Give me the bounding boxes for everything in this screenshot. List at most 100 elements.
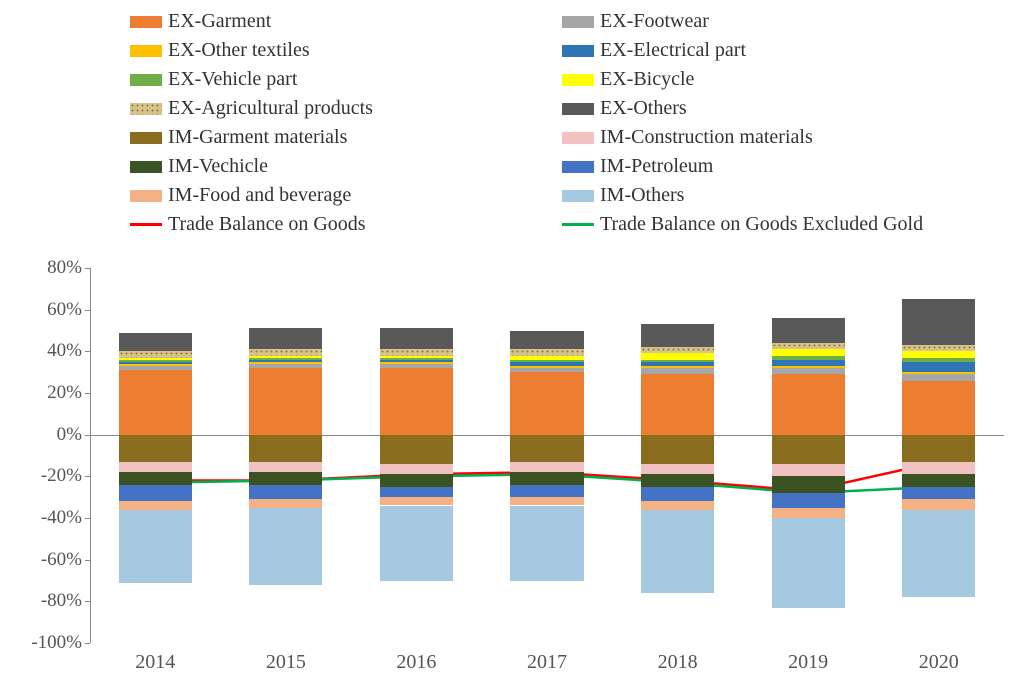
bar-segment [772, 518, 845, 608]
bar-segment [380, 506, 453, 581]
bar-segment [641, 362, 714, 366]
bar-segment [510, 435, 583, 462]
bar-segment [641, 368, 714, 374]
bar-segment [249, 368, 322, 435]
bar-segment [772, 356, 845, 360]
bar-segment [772, 476, 845, 493]
bar-segment [902, 372, 975, 374]
bar-segment [119, 501, 192, 509]
bar-segment [119, 360, 192, 362]
legend-item: EX-Electrical part [562, 39, 974, 62]
bar-segment [119, 462, 192, 472]
bar-segment [510, 472, 583, 485]
bar-segment [119, 351, 192, 357]
x-tick-label: 2019 [743, 651, 874, 674]
legend-swatch [562, 45, 594, 57]
legend-label: EX-Garment [168, 10, 271, 33]
bar-segment [510, 485, 583, 498]
bar-segment [772, 374, 845, 434]
legend-swatch [130, 223, 162, 226]
bar-segment [510, 360, 583, 362]
bar-segment [641, 510, 714, 593]
bar-segment [772, 349, 845, 355]
legend-label: EX-Others [600, 97, 687, 120]
bar-segment [641, 360, 714, 362]
bar-segment [772, 508, 845, 518]
bar-segment [119, 472, 192, 485]
legend-item: EX-Footwear [562, 10, 974, 33]
y-tick-label: -100% [31, 632, 82, 654]
y-tick-mark [85, 643, 90, 644]
bar-segment [772, 464, 845, 477]
bar-segment [119, 358, 192, 360]
bar-segment [249, 360, 322, 362]
legend-item: EX-Vehicle part [130, 68, 542, 91]
bar-segment [380, 497, 453, 505]
bar-segment [641, 366, 714, 368]
y-tick-mark [85, 310, 90, 311]
y-tick-label: -80% [41, 590, 82, 612]
bar-segment [380, 356, 453, 358]
bar-segment [119, 510, 192, 583]
bar-segment [902, 299, 975, 345]
y-tick-mark [85, 476, 90, 477]
bar-segment [510, 349, 583, 355]
x-tick-label: 2016 [351, 651, 482, 674]
bar-segment [510, 356, 583, 360]
bar-segment [902, 345, 975, 351]
legend-swatch [130, 161, 162, 173]
bar-segment [249, 508, 322, 585]
bar-segment [119, 435, 192, 462]
bar-segment [772, 368, 845, 374]
x-tick-label: 2018 [612, 651, 743, 674]
bar-segment [119, 362, 192, 364]
bar-segment [380, 362, 453, 364]
y-tick-label: 0% [57, 424, 82, 446]
bar-segment [902, 487, 975, 500]
bar-segment [249, 349, 322, 355]
legend-swatch [562, 132, 594, 144]
y-tick-label: 20% [47, 382, 82, 404]
legend-label: EX-Vehicle part [168, 68, 297, 91]
bar-segment [772, 435, 845, 464]
legend-item: EX-Agricultural products [130, 97, 542, 120]
y-tick-label: -60% [41, 549, 82, 571]
bar-segment [380, 358, 453, 360]
legend-item: EX-Other textiles [130, 39, 542, 62]
bar-segment [380, 474, 453, 487]
bar-segment [641, 435, 714, 464]
bar-segment [249, 364, 322, 368]
bar-segment [380, 328, 453, 349]
bar-segment [119, 366, 192, 370]
bar-segment [380, 364, 453, 368]
trade-balance-chart: EX-Garment EX-Footwear EX-Other textiles EX… [10, 10, 1014, 679]
legend-swatch [130, 132, 162, 144]
legend-item: Trade Balance on Goods [130, 213, 542, 236]
legend-item: IM-Petroleum [562, 155, 974, 178]
bar-segment [510, 366, 583, 368]
bar-segment [249, 472, 322, 485]
bar-segment [902, 362, 975, 372]
y-tick-label: 60% [47, 299, 82, 321]
legend-swatch [562, 103, 594, 115]
bar-segment [641, 347, 714, 353]
legend: EX-Garment EX-Footwear EX-Other textiles EX… [10, 10, 1014, 236]
bar-segment [641, 501, 714, 509]
y-axis-line [90, 268, 91, 643]
legend-swatch [130, 16, 162, 28]
legend-swatch [130, 45, 162, 57]
bar-segment [510, 368, 583, 372]
bar-segment [380, 435, 453, 464]
legend-label: IM-Others [600, 184, 684, 207]
legend-item: EX-Others [562, 97, 974, 120]
bar-segment [510, 506, 583, 581]
bar-segment [902, 474, 975, 487]
legend-label: IM-Petroleum [600, 155, 713, 178]
bar-segment [380, 487, 453, 497]
bar-segment [772, 318, 845, 343]
bar-segment [641, 374, 714, 434]
legend-swatch [562, 16, 594, 28]
bar-segment [641, 324, 714, 347]
bar-segment [380, 349, 453, 355]
bar-segment [380, 368, 453, 435]
